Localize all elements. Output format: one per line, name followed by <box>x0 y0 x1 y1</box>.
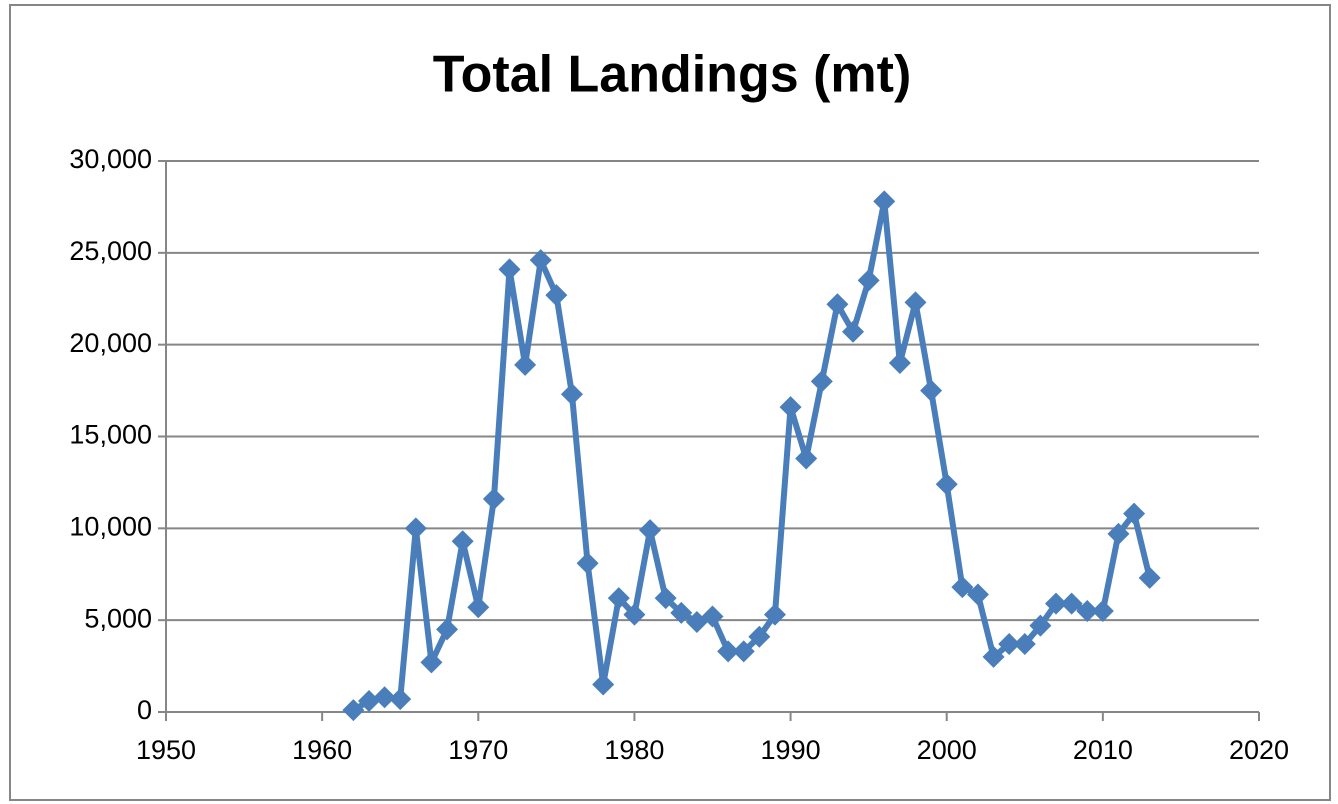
marker <box>1091 599 1114 622</box>
marker <box>842 320 865 343</box>
marker <box>748 625 771 648</box>
marker <box>514 353 537 376</box>
marker <box>670 601 693 624</box>
y-tick-label: 15,000 <box>69 420 152 450</box>
marker <box>389 688 412 711</box>
marker <box>857 269 880 292</box>
marker <box>935 473 958 496</box>
marker <box>1107 522 1130 545</box>
marker <box>404 517 427 540</box>
marker <box>623 603 646 626</box>
marker <box>436 618 459 641</box>
marker <box>467 596 490 619</box>
x-tick-label: 2000 <box>917 735 977 765</box>
x-tick-label: 1970 <box>448 735 508 765</box>
marker <box>592 673 615 696</box>
x-tick-label: 2020 <box>1229 735 1289 765</box>
x-tick-label: 2010 <box>1073 735 1133 765</box>
marker <box>888 352 911 375</box>
marker <box>560 383 583 406</box>
marker <box>920 379 943 402</box>
x-tick-label: 1950 <box>136 735 196 765</box>
marker <box>639 519 662 542</box>
x-tick-label: 1960 <box>292 735 352 765</box>
y-tick-label: 0 <box>137 695 152 725</box>
marker <box>357 689 380 712</box>
marker <box>998 633 1021 656</box>
marker <box>1138 566 1161 589</box>
x-tick-label: 1990 <box>761 735 821 765</box>
y-tick-label: 30,000 <box>69 144 152 174</box>
marker <box>732 640 755 663</box>
marker <box>451 530 474 553</box>
marker <box>826 293 849 316</box>
marker <box>717 640 740 663</box>
y-tick-label: 20,000 <box>69 328 152 358</box>
y-tick-label: 5,000 <box>84 603 152 633</box>
x-tick-label: 1980 <box>604 735 664 765</box>
marker <box>545 284 568 307</box>
marker <box>1013 633 1036 656</box>
marker <box>529 249 552 272</box>
marker <box>1060 592 1083 615</box>
marker <box>342 699 365 722</box>
marker <box>763 603 786 626</box>
marker <box>576 552 599 575</box>
marker <box>904 291 927 314</box>
marker <box>1123 502 1146 525</box>
marker <box>654 587 677 610</box>
marker <box>982 645 1005 668</box>
marker <box>779 396 802 419</box>
y-tick-label: 10,000 <box>69 511 152 541</box>
marker <box>873 190 896 213</box>
chart-border <box>9 4 1331 801</box>
marker <box>966 583 989 606</box>
marker <box>373 686 396 709</box>
marker <box>420 651 443 674</box>
marker <box>607 587 630 610</box>
marker <box>1045 592 1068 615</box>
y-tick-label: 25,000 <box>69 236 152 266</box>
chart-title: Total Landings (mt) <box>433 46 912 104</box>
marker <box>951 576 974 599</box>
marker <box>1076 599 1099 622</box>
marker <box>482 487 505 510</box>
marker <box>1029 614 1052 637</box>
marker <box>795 447 818 470</box>
marker <box>701 605 724 628</box>
marker <box>498 258 521 281</box>
marker <box>810 370 833 393</box>
